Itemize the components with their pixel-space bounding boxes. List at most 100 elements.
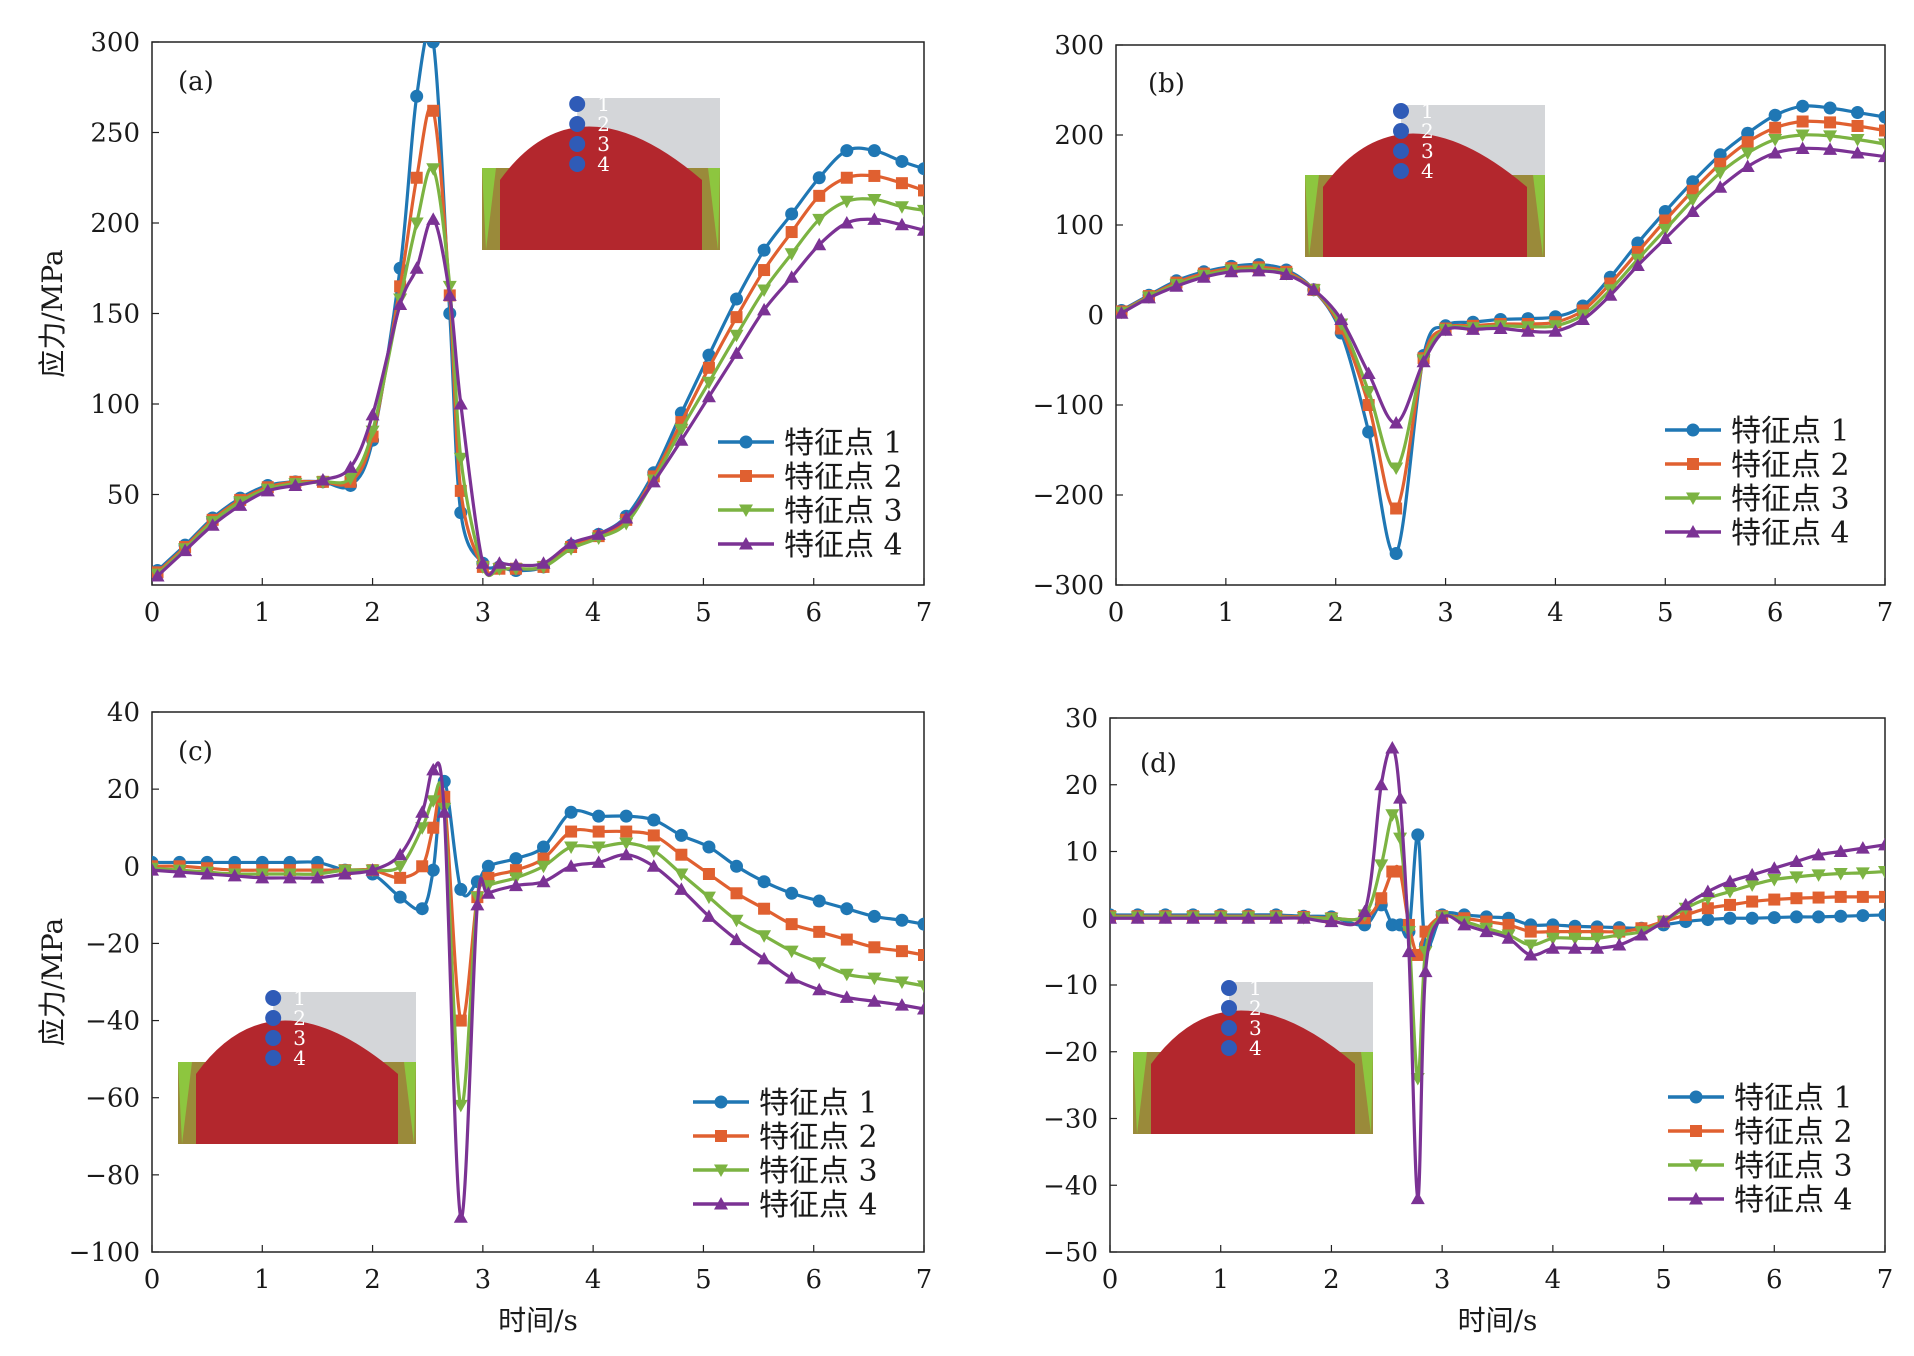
data-point-4 [1493, 321, 1508, 334]
data-point-2 [1834, 890, 1847, 903]
data-point-4 [1296, 911, 1311, 924]
data-point-4 [757, 302, 772, 316]
data-point-3 [839, 968, 854, 982]
x-tick-label: 0 [144, 598, 161, 628]
data-point-4 [282, 870, 297, 884]
y-tick-label: 300 [90, 28, 140, 58]
x-tick-label: 5 [695, 1265, 712, 1295]
series-group [1116, 99, 1885, 560]
data-point-3 [757, 930, 772, 943]
data-point-1 [840, 902, 854, 916]
x-tick-label: 3 [1434, 1265, 1451, 1295]
data-point-3 [1740, 147, 1755, 160]
data-point-4 [1656, 914, 1671, 928]
data-point-2 [410, 171, 423, 184]
x-tick-label: 6 [805, 1265, 822, 1295]
data-point-2 [730, 887, 743, 900]
data-point-4 [1575, 312, 1590, 325]
data-point-4 [1811, 847, 1826, 861]
data-point-3 [812, 957, 827, 970]
data-point-3 [894, 976, 909, 989]
y-tick-label: −100 [69, 1238, 140, 1268]
data-point-2 [1659, 214, 1672, 227]
y-axis-label: 应力/MPa [36, 918, 69, 1046]
y-tick-label: −20 [85, 929, 140, 959]
data-point-4 [619, 511, 634, 524]
data-point-4 [812, 982, 827, 996]
data-point-4 [1416, 354, 1431, 368]
x-tick-label: 5 [1655, 1265, 1672, 1295]
x-tick-label: 5 [695, 598, 712, 628]
inset-feature-label: 2 [1249, 996, 1262, 1020]
data-point-1 [1878, 110, 1885, 124]
data-point-4 [1767, 861, 1782, 874]
legend-label-4: 特征点 4 [784, 528, 903, 563]
data-point-3 [1685, 194, 1700, 207]
data-point-2 [1375, 892, 1388, 905]
data-point-4 [1213, 911, 1228, 924]
panel-label: (b) [1148, 69, 1185, 99]
data-point-4 [1306, 282, 1321, 296]
x-tick-label: 1 [254, 598, 271, 628]
inset-feature-label: 1 [597, 92, 610, 116]
data-point-4 [1169, 279, 1184, 292]
data-point-4 [205, 518, 220, 531]
data-point-4 [492, 556, 507, 569]
data-point-1 [592, 809, 606, 823]
data-point-1 [917, 162, 924, 176]
data-point-3 [1878, 138, 1885, 151]
data-point-4 [1393, 791, 1408, 804]
data-point-2 [1686, 184, 1699, 197]
data-point-4 [1713, 180, 1728, 193]
data-point-2 [1856, 890, 1869, 903]
inset-feature-dot [1393, 123, 1409, 139]
series-line-4 [152, 761, 924, 1219]
data-point-4 [1374, 777, 1389, 791]
inset-feature-dot [265, 1030, 282, 1046]
inset-feature-label: 2 [597, 112, 610, 136]
data-point-3 [1612, 929, 1627, 942]
data-point-4 [508, 558, 523, 571]
data-point-3 [729, 329, 744, 343]
data-point-4 [1224, 264, 1239, 278]
data-point-4 [674, 882, 689, 895]
data-point-3 [453, 1099, 468, 1113]
legend-label-1: 特征点 1 [1734, 1081, 1853, 1116]
inset-feature-label: 1 [1249, 976, 1262, 1000]
data-point-4 [338, 867, 352, 880]
data-point-4 [839, 216, 854, 229]
chart-panel-4: 0 1 2 3 4 5 6 7−50−40−30−20−100102030时间/s(d)123… [1043, 704, 1893, 1337]
data-point-2 [1824, 116, 1837, 129]
y-tick-label: 20 [107, 775, 140, 805]
data-point-2 [918, 949, 924, 961]
data-point-4 [1435, 911, 1450, 924]
data-point-1 [537, 840, 551, 854]
data-point-4 [812, 237, 827, 251]
inset-feature-label: 2 [293, 1006, 306, 1030]
x-tick-label: 3 [475, 1265, 492, 1295]
data-point-4 [1855, 841, 1870, 854]
legend-swatch-marker [739, 537, 753, 550]
data-point-4 [1324, 914, 1339, 928]
data-point-3 [1850, 134, 1865, 147]
data-point-1 [1362, 425, 1376, 439]
legend-swatch-marker [1689, 1090, 1703, 1104]
data-point-4 [255, 870, 270, 884]
data-point-1 [1789, 910, 1803, 924]
data-point-4 [646, 859, 661, 872]
data-point-2 [427, 104, 440, 117]
data-point-3 [1361, 386, 1376, 399]
data-point-1 [1796, 99, 1810, 113]
data-point-1 [1723, 911, 1737, 925]
data-point-1 [1823, 101, 1837, 115]
data-point-4 [1110, 911, 1117, 924]
data-point-4 [1361, 366, 1376, 379]
data-point-2 [1790, 892, 1803, 905]
inset-feature-dot [1393, 143, 1409, 159]
data-point-4 [178, 543, 193, 557]
data-point-1 [1701, 913, 1715, 927]
data-point-2 [840, 171, 853, 184]
data-point-1 [564, 805, 578, 819]
panel-label: (d) [1140, 749, 1177, 779]
data-point-4 [1241, 911, 1256, 924]
